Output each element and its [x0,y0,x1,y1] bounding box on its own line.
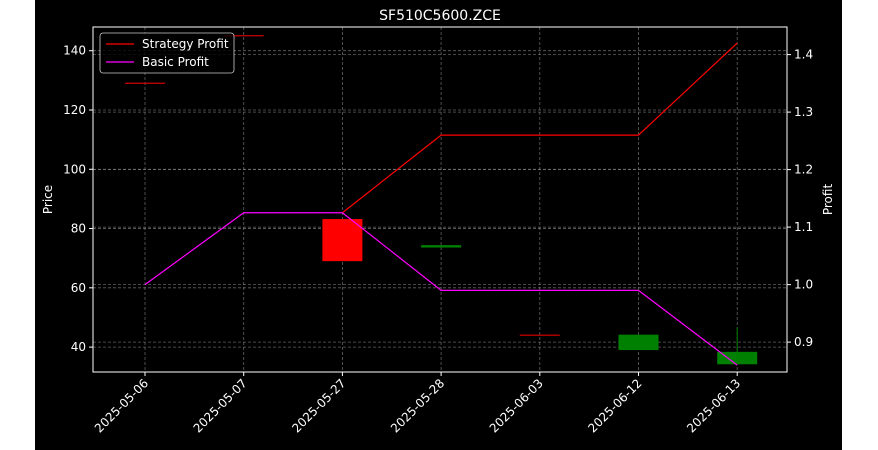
y-tick-label-right: 1.0 [794,278,813,292]
candle-body [717,351,758,365]
chart-title: SF510C5600.ZCE [379,8,501,24]
legend-box [99,32,235,74]
series-line-basic-profit [144,212,738,366]
y-tick-label-left: 60 [71,281,86,295]
profit-lines [144,42,738,366]
y-tick-label-right: 1.4 [794,48,813,62]
legend: Strategy Profit Basic Profit [99,32,235,74]
legend-label: Strategy Profit [142,37,229,51]
y-tick-label-right: 1.2 [794,163,813,177]
y-tick-label-right: 0.9 [794,335,813,349]
y-tick-label-right: 1.1 [794,220,813,234]
x-tick-label: 2025-05-28 [388,376,447,435]
candle-body [519,334,560,336]
y-tick-label-left: 100 [63,162,86,176]
x-tick-label: 2025-06-12 [585,376,644,435]
y-tick-label-left: 80 [71,222,86,236]
y-axis-label-left: Price [41,185,55,214]
candles [125,35,758,365]
y-tick-label-right: 1.3 [794,105,813,119]
ticks: 2025-05-06 2025-05-07 2025-05-27 2025-05-28… [63,44,813,436]
chart-figure: 2025-05-06 2025-05-07 2025-05-27 2025-05-28… [35,0,842,450]
x-tick-label: 2025-05-27 [289,376,348,435]
y-axis-label-right: Profit [821,184,835,216]
x-tick-label: 2025-06-13 [684,376,743,435]
x-tick-label: 2025-05-07 [191,376,250,435]
candle-body [322,219,363,262]
y-tick-label-left: 120 [63,103,86,117]
legend-label: Basic Profit [142,55,209,69]
x-tick-label: 2025-06-03 [487,376,546,435]
candle-body [223,35,264,37]
x-tick-label: 2025-05-06 [92,376,151,435]
y-tick-label-left: 140 [63,44,86,58]
candle-body [125,82,165,84]
plot-frame [92,26,788,373]
candle-body [618,334,659,351]
candle-body [421,245,462,248]
candlestick-profit-chart: 2025-05-06 2025-05-07 2025-05-27 2025-05-28… [41,8,835,436]
y-tick-label-left: 40 [71,340,86,354]
series-line-strategy-profit [342,42,738,214]
grid [93,27,787,372]
